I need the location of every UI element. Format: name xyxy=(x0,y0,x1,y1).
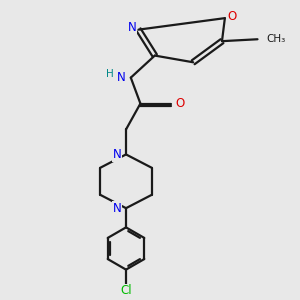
Text: H: H xyxy=(106,69,114,79)
Text: Cl: Cl xyxy=(120,284,132,297)
Text: N: N xyxy=(128,21,136,34)
Text: N: N xyxy=(113,202,122,215)
Text: N: N xyxy=(113,148,122,161)
Text: O: O xyxy=(175,97,184,110)
Text: O: O xyxy=(227,10,236,23)
Text: CH₃: CH₃ xyxy=(266,34,285,44)
Text: N: N xyxy=(117,71,126,84)
